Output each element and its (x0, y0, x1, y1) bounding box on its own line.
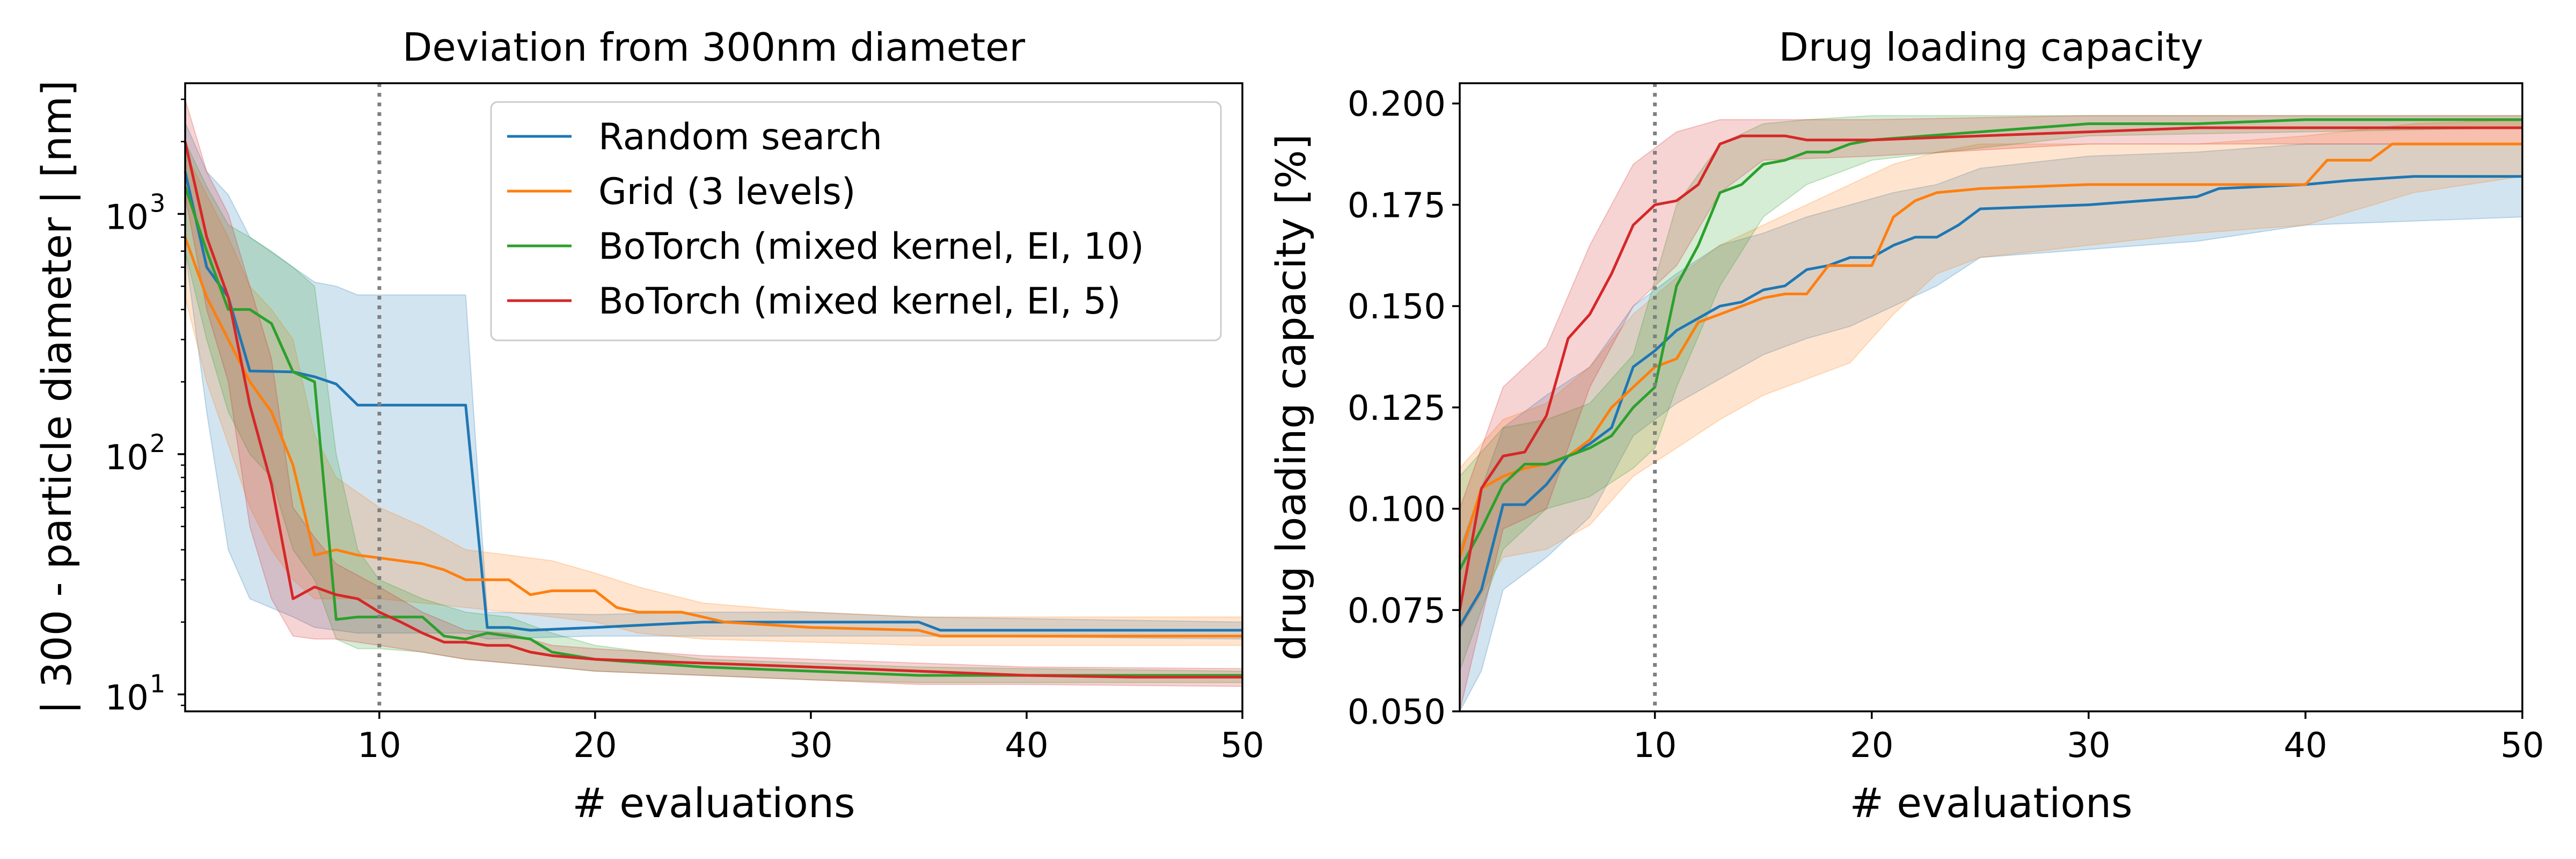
y-tick-exponent: 3 (150, 188, 165, 217)
x-axis-label: # evaluations (572, 779, 855, 827)
legend-label: BoTorch (mixed kernel, EI, 10) (598, 225, 1144, 268)
y-tick-exponent: 2 (150, 429, 165, 458)
x-tick-label: 50 (2500, 726, 2544, 766)
plot-frame (1459, 82, 2523, 712)
series-lines (1458, 118, 2522, 627)
x-tick-label: 50 (1220, 726, 1264, 766)
plot-frame (184, 82, 1243, 712)
x-tick-label: 10 (1633, 726, 1677, 766)
y-tick-label: 0.125 (1348, 389, 1446, 428)
series-line (184, 141, 1242, 679)
legend-box (490, 101, 1222, 341)
y-tick-label: 10 (105, 198, 149, 237)
y-tick-label: 0.050 (1348, 693, 1446, 732)
series-line (184, 236, 1242, 638)
x-tick-label: 40 (2284, 726, 2327, 766)
chart-title: Deviation from 300nm diameter (402, 25, 1026, 70)
x-tick-label: 30 (2067, 726, 2110, 766)
y-tick-exponent: 1 (150, 669, 165, 698)
legend-label: Grid (3 levels) (598, 171, 855, 213)
y-tick-label: 10 (105, 438, 149, 478)
x-tick-label: 40 (1005, 726, 1048, 766)
y-axis-label: | 300 - particle diameter | [nm] (33, 80, 81, 714)
confidence-bands (1459, 115, 2523, 712)
y-tick-label: 10 (105, 678, 149, 718)
series-line (184, 171, 1242, 632)
y-axis-ticks: 0.050 0.075 0.100 0.125 0.150 0.175 0.200 (1348, 85, 1460, 732)
legend: Random search Grid (3 levels) BoTorch (mix… (490, 101, 1222, 341)
series-line (184, 186, 1242, 677)
x-axis-label: # evaluations (1849, 779, 2132, 827)
y-tick-label: 0.100 (1348, 490, 1446, 530)
legend-label: Random search (598, 116, 882, 158)
series-line (1458, 118, 2522, 570)
x-tick-label: 20 (1850, 726, 1893, 766)
y-tick-label: 0.075 (1348, 591, 1446, 631)
confidence-band (1459, 115, 2523, 671)
drug-loading-chart: Drug loading capacity 10 20 30 40 50 0.0500.… (1267, 25, 2544, 827)
x-tick-label: 10 (357, 726, 401, 766)
x-tick-label: 30 (789, 726, 832, 766)
x-axis-ticks: 10 20 30 40 50 (1633, 711, 2544, 766)
x-axis-ticks: 10 20 30 40 50 (357, 711, 1264, 766)
chart-title: Drug loading capacity (1779, 25, 2203, 70)
series-lines (184, 141, 1242, 679)
y-tick-label: 0.200 (1348, 85, 1446, 125)
deviation-chart: Deviation from 300nm diameter 10 20 30 40 50… (33, 25, 1264, 827)
confidence-band (1459, 143, 2523, 712)
series-line (1458, 126, 2522, 610)
y-tick-label: 0.175 (1348, 186, 1446, 225)
x-tick-label: 20 (573, 726, 617, 766)
y-tick-label: 0.150 (1348, 287, 1446, 327)
y-axis-label: drug loading capacity [%] (1267, 134, 1315, 661)
legend-label: BoTorch (mixed kernel, EI, 5) (598, 280, 1121, 323)
